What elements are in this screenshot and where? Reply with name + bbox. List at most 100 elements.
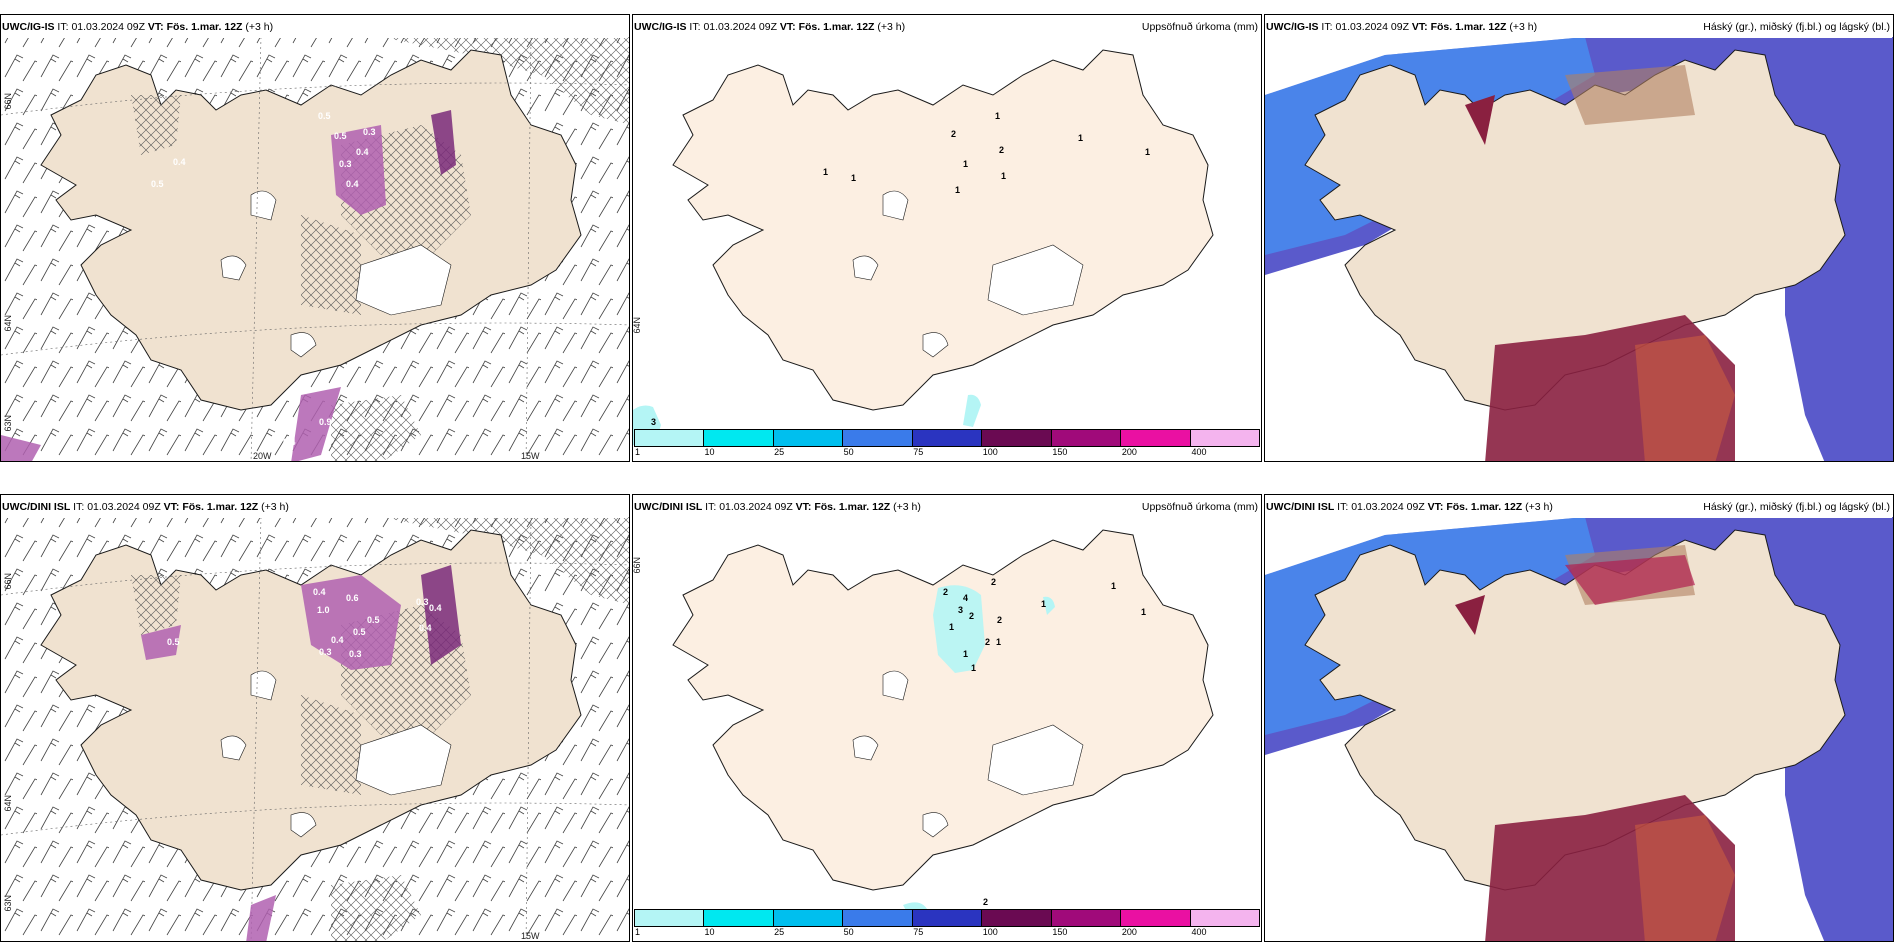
field-title: Háský (gr.), miðský (fj.bl.) og lágský (… [1703,21,1890,33]
panel-header: UWC/IG-IS IT: 01.03.2024 09Z VT: Fös. 1.… [2,16,628,38]
it-label: IT: [1321,21,1333,33]
lead-offset: (+3 h) [1525,501,1553,513]
lat-label-64: 64N [3,315,13,332]
vt-label: VT: [1427,501,1444,513]
value-label: 1 [996,637,1001,647]
panel-header: UWC/DINI ISL IT: 01.03.2024 09Z VT: Fös.… [2,496,628,518]
model-name: UWC/DINI ISL [2,501,71,513]
legend-swatch [1121,910,1191,926]
value-label: 1 [949,622,954,632]
value-label: 1 [955,185,960,195]
legend-swatch [635,910,705,926]
legend-tick: 10 [704,447,715,457]
model-name: UWC/IG-IS [1266,21,1319,33]
lat-label-66: 66N [3,573,13,590]
panel-precip-dini: UWC/DINI ISL IT: 01.03.2024 09Z VT: Fös.… [632,494,1262,942]
legend-swatch [982,910,1052,926]
legend-swatch [704,910,774,926]
legend-tick: 1 [635,927,641,937]
it-value: 01.03.2024 09Z [87,501,161,513]
panel-cloud-igis: UWC/IG-IS IT: 01.03.2024 09Z VT: Fös. 1.… [1264,14,1894,462]
legend-tick: 100 [982,447,998,457]
vt-value: Fös. 1.mar. 12Z [1430,21,1507,33]
lon-label-15: 15W [521,451,540,461]
value-label: 1 [823,167,828,177]
value-label: 3 [958,605,963,615]
model-name: UWC/DINI ISL [634,501,703,513]
lead-offset: (+3 h) [893,501,921,513]
legend-tick: 150 [1052,447,1068,457]
precip-legend: 1 10 25 50 75 100 150 200 400 [634,909,1260,939]
vt-value: Fös. 1.mar. 12Z [182,501,259,513]
value-label: 2 [985,637,990,647]
value-label: 2 [991,577,996,587]
panel-header: UWC/IG-IS IT: 01.03.2024 09Z VT: Fös. 1.… [634,16,1260,38]
it-value: 01.03.2024 09Z [1335,21,1409,33]
value-label: 1 [971,663,976,673]
icing-map [1,36,629,461]
legend-tick: 25 [774,927,785,937]
panel-icing-dini: UWC/DINI ISL IT: 01.03.2024 09Z VT: Fös.… [0,494,630,942]
lead-offset: (+3 h) [1509,21,1538,33]
it-value: 01.03.2024 09Z [719,501,793,513]
legend-swatch [635,430,705,446]
vt-value: Fös. 1.mar. 12Z [1446,501,1523,513]
it-value: 01.03.2024 09Z [703,21,777,33]
legend-tick: 200 [1121,927,1137,937]
lat-label-66: 66N [632,557,642,574]
it-label: IT: [57,21,69,33]
legend-tick: 25 [774,447,785,457]
panel-precip-igis: UWC/IG-IS IT: 01.03.2024 09Z VT: Fös. 1.… [632,14,1262,462]
it-label: IT: [73,501,85,513]
value-label: 1 [851,173,856,183]
vt-label: VT: [147,21,164,33]
legend-tick: 1 [635,447,641,457]
legend-swatch [1190,910,1259,926]
lead-offset: (+3 h) [245,21,274,33]
legend-swatch [1121,430,1191,446]
it-value: 01.03.2024 09Z [1351,501,1425,513]
panel-header: UWC/DINI ISL IT: 01.03.2024 09Z VT: Fös.… [1266,496,1892,518]
vt-label: VT: [1411,21,1428,33]
legend-swatch [1051,910,1122,926]
precip-patch-south [963,394,981,427]
value-label: 2 [951,129,956,139]
icing-map [1,516,629,941]
panel-header: UWC/DINI ISL IT: 01.03.2024 09Z VT: Fös.… [634,496,1260,518]
value-label: 2 [997,615,1002,625]
model-name: UWC/DINI ISL [1266,501,1335,513]
legend-tick: 400 [1191,447,1207,457]
panel-header: UWC/IG-IS IT: 01.03.2024 09Z VT: Fös. 1.… [1266,16,1892,38]
legend-tick: 75 [913,447,924,457]
model-name: UWC/IG-IS [634,21,687,33]
legend-tick: 50 [843,447,854,457]
vt-label: VT: [779,21,796,33]
lon-label-15: 15W [521,931,540,941]
lon-label-20: 20W [253,451,272,461]
lead-offset: (+3 h) [261,501,289,513]
value-label: 3 [651,417,656,427]
field-title: Háský (gr.), miðský (fj.bl.) og lágský (… [1703,501,1890,513]
legend-tick: 200 [1121,447,1137,457]
legend-tick: 75 [913,927,924,937]
value-label: 2 [943,587,948,597]
value-label: 1 [963,159,968,169]
panel-icing-igis: UWC/IG-IS IT: 01.03.2024 09Z VT: Fös. 1.… [0,14,630,462]
field-title: Uppsöfnuð úrkoma (mm) [1141,21,1258,33]
value-label: 1 [1001,171,1006,181]
precip-patch-north [933,585,985,673]
legend-tick: 100 [982,927,998,937]
vt-value: Fös. 1.mar. 12Z [798,21,875,33]
value-label: 1 [1145,147,1150,157]
precip-labels: 2 1 1 2 1 1 1 1 1 1 3 [651,111,1150,427]
legend-swatch [773,910,844,926]
panel-cloud-dini: UWC/DINI ISL IT: 01.03.2024 09Z VT: Fös.… [1264,494,1894,942]
value-label: 1 [995,111,1000,121]
it-label: IT: [705,501,717,513]
lat-label-63: 63N [3,895,13,912]
legend-swatch [912,910,983,926]
precip-legend: 1 10 25 50 75 100 150 200 400 [634,429,1260,459]
vt-value: Fös. 1.mar. 12Z [166,21,243,33]
